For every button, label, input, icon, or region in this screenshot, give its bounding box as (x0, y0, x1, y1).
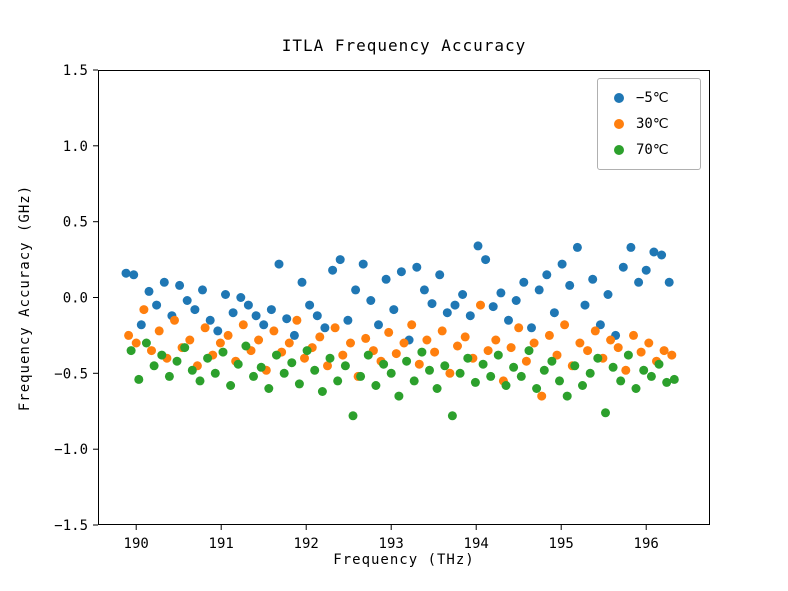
x-tick-label: 196 (634, 536, 659, 552)
legend: −5℃ 30℃ 70℃ (597, 78, 701, 170)
legend-entry: −5℃ (608, 85, 690, 111)
x-tick-label: 194 (464, 536, 489, 552)
legend-marker-30c (614, 119, 624, 129)
x-tick-label: 191 (209, 536, 234, 552)
chart-title: ITLA Frequency Accuracy (281, 36, 527, 55)
y-tick-label: 1.0 (63, 139, 88, 155)
axes-box (98, 70, 710, 525)
legend-marker-minus5c (614, 93, 624, 103)
legend-entry: 30℃ (608, 111, 690, 137)
legend-label: −5℃ (636, 90, 669, 106)
y-tick-label: −0.5 (54, 366, 88, 382)
legend-entry: 70℃ (608, 137, 690, 163)
x-tick-label: 192 (294, 536, 319, 552)
y-tick-label: 1.5 (63, 63, 88, 79)
y-tick-label: 0.5 (63, 215, 88, 231)
x-axis-label: Frequency (THz) (333, 552, 475, 568)
y-axis-label: Frequency Accuracy (GHz) (17, 184, 33, 412)
legend-label: 30℃ (636, 116, 669, 132)
x-tick-label: 190 (124, 536, 149, 552)
y-tick-label: 0.0 (63, 291, 88, 307)
legend-marker-70c (614, 145, 624, 155)
legend-label: 70℃ (636, 142, 669, 158)
x-tick-label: 195 (549, 536, 574, 552)
y-tick-label: −1.0 (54, 442, 88, 458)
y-tick-label: −1.5 (54, 518, 88, 534)
x-tick-label: 193 (379, 536, 404, 552)
